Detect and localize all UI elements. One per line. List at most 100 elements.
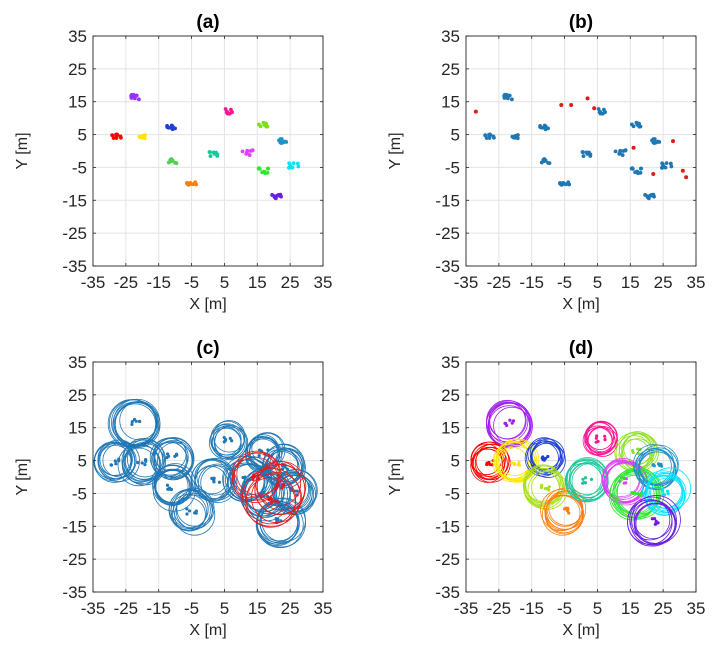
y-tick-label: 5	[78, 126, 87, 145]
y-tick-label: 25	[68, 386, 87, 405]
cluster-point	[114, 136, 119, 140]
cluster-point	[275, 482, 279, 486]
cluster-point	[635, 492, 640, 496]
y-tick-label: 15	[441, 93, 460, 112]
track-circle	[245, 477, 296, 528]
cluster-point	[217, 480, 222, 484]
track-circle	[496, 438, 540, 482]
y-tick-label: 5	[451, 126, 460, 145]
cluster-point	[654, 140, 659, 145]
tick-marks	[465, 361, 697, 593]
cluster-point	[511, 135, 516, 140]
cluster-point	[603, 434, 607, 438]
cluster-point	[668, 161, 673, 166]
cluster-point	[256, 122, 261, 127]
x-tick-label: -25	[487, 273, 512, 292]
cluster-point	[558, 180, 562, 185]
cluster-point	[138, 135, 143, 140]
outlier-point	[473, 109, 478, 114]
cluster-point	[194, 182, 199, 187]
cluster-point	[506, 96, 510, 101]
cluster-point	[662, 493, 667, 497]
y-tick-label: 35	[441, 27, 460, 46]
cluster-point	[656, 521, 660, 525]
axes-box	[465, 361, 697, 593]
y-tick-label: -35	[62, 583, 87, 602]
cluster-point	[129, 92, 134, 97]
outlier-point	[631, 145, 636, 150]
track-circle	[230, 464, 268, 501]
y-tick-label: -15	[435, 191, 460, 210]
cluster-point	[546, 160, 550, 165]
cluster-point	[296, 164, 301, 169]
track-circle	[525, 465, 564, 504]
track-circle	[541, 494, 584, 536]
cluster-point	[281, 483, 285, 487]
cluster-point	[113, 459, 117, 463]
data-marks	[470, 399, 692, 547]
track-circle	[496, 440, 536, 480]
cluster-point	[165, 456, 169, 460]
cluster-point	[228, 436, 232, 440]
cluster-point	[279, 194, 283, 199]
cluster-point	[110, 133, 115, 138]
y-tick-label: 25	[441, 60, 460, 79]
cluster-point	[288, 164, 293, 168]
cluster-point	[142, 134, 147, 139]
cluster-point	[169, 125, 173, 130]
cluster-point	[247, 153, 252, 157]
y-tick-label: 35	[441, 353, 460, 372]
track-circle	[197, 463, 238, 504]
cluster-point	[140, 461, 144, 465]
track-circle	[122, 444, 162, 485]
cluster-point	[207, 150, 212, 154]
x-tick-label: -35	[81, 273, 106, 292]
tick-marks	[92, 35, 324, 267]
y-axis-label: Y [m]	[14, 132, 31, 169]
cluster-point	[208, 154, 213, 158]
outlier-point	[559, 103, 564, 107]
cluster-point	[212, 480, 216, 484]
cluster-point	[224, 110, 229, 115]
cluster-point	[114, 462, 118, 466]
cluster-point	[144, 457, 148, 462]
cluster-point	[175, 453, 179, 457]
track-circle	[210, 424, 242, 456]
cluster-point	[194, 509, 198, 513]
track-circle	[97, 445, 132, 480]
panel-title: (d)	[569, 338, 593, 359]
cluster-point	[136, 461, 140, 465]
x-tick-label: 35	[314, 273, 333, 292]
cluster-point	[185, 507, 189, 511]
cluster-point	[541, 455, 545, 459]
track-circle	[265, 447, 306, 489]
cluster-point	[630, 491, 634, 495]
x-tick-label: -35	[454, 273, 479, 292]
cluster-point	[213, 150, 218, 155]
cluster-point	[173, 126, 177, 131]
x-tick-label: -25	[114, 273, 139, 292]
cluster-point	[595, 434, 599, 438]
cluster-point	[594, 436, 598, 440]
cluster-point	[187, 509, 192, 513]
x-tick-label: -25	[114, 599, 139, 618]
track-circle	[171, 497, 206, 532]
cluster-point	[502, 92, 507, 97]
cluster-point	[631, 450, 635, 455]
cluster-point	[265, 166, 270, 171]
y-tick-label: -5	[445, 158, 460, 177]
track-circle	[585, 421, 614, 450]
y-tick-label: -25	[62, 550, 87, 569]
track-circle	[269, 448, 303, 483]
cluster-point	[257, 166, 262, 171]
track-circle	[644, 475, 685, 516]
track-circle	[251, 472, 302, 523]
axes-box	[92, 361, 324, 593]
axes-box	[465, 35, 697, 267]
cluster-point	[295, 161, 300, 166]
track-circle	[633, 500, 673, 539]
cluster-point	[134, 93, 139, 98]
x-tick-label: 5	[593, 599, 602, 618]
y-axis-label: Y [m]	[387, 458, 404, 495]
x-tick-label: 5	[593, 273, 602, 292]
